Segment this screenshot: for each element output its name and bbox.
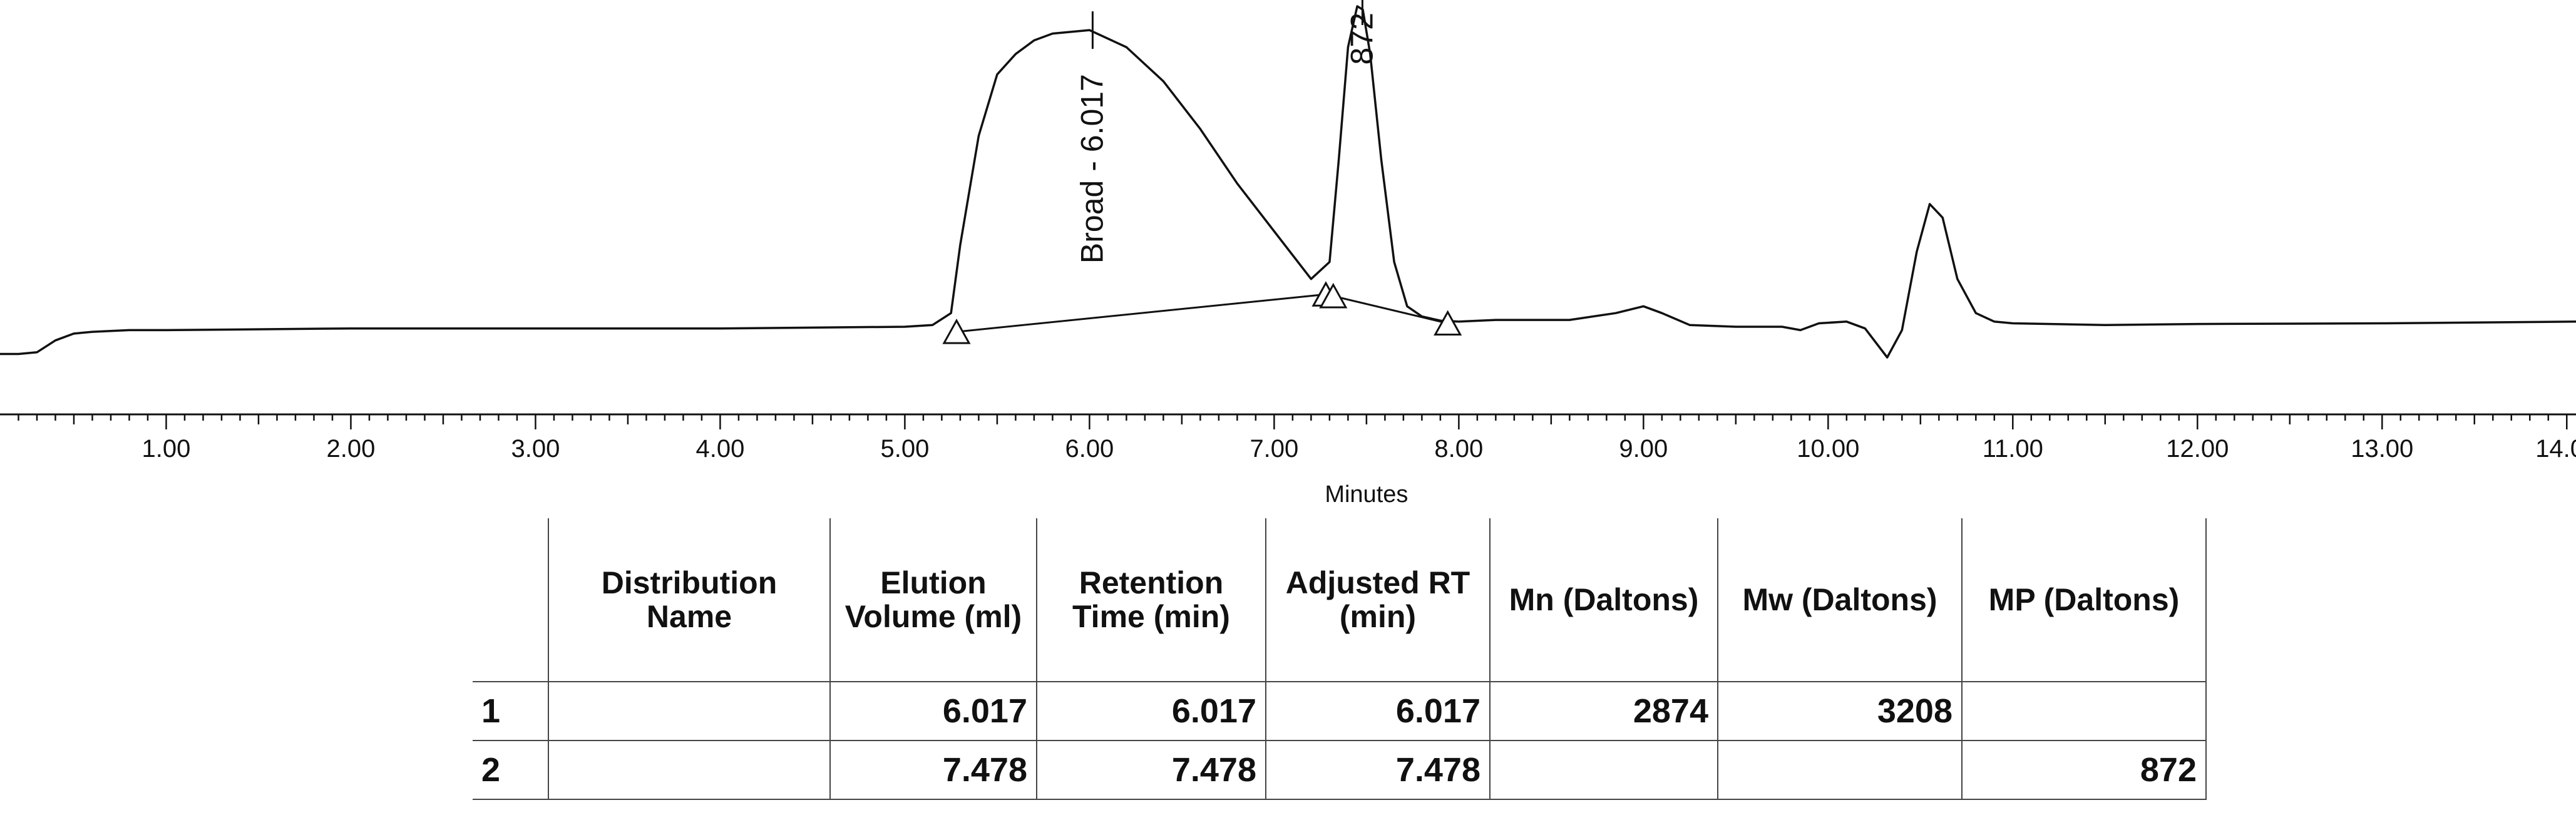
table-row: 2 7.478 7.478 7.478 872 — [473, 740, 2207, 800]
chromatogram-chart: Broad - 6.017 872 1.00 2.00 3.00 4.00 5.00 6.0… — [0, 0, 2576, 508]
table-cell — [1961, 681, 2207, 741]
table-cell: 3208 — [1717, 681, 1963, 741]
column-header: MP (Daltons) — [1961, 518, 2207, 682]
table-cell: 6.017 — [829, 681, 1037, 741]
x-tick-label: 9.00 — [1619, 435, 1668, 463]
table-cell: 2874 — [1489, 681, 1718, 741]
x-tick-label: 4.00 — [696, 435, 745, 463]
column-header — [473, 518, 549, 682]
x-axis-tick-labels: 1.00 2.00 3.00 4.00 5.00 6.00 7.00 8.00 9.00 10.0… — [142, 435, 2576, 463]
integration-baseline — [1333, 295, 1449, 324]
x-tick-label: 12.00 — [2166, 435, 2229, 463]
x-tick-label: 7.00 — [1250, 435, 1298, 463]
peak-label: Broad - 6.017 — [1074, 74, 1109, 264]
peak-boundary-marker — [1319, 282, 1348, 309]
x-tick-label: 10.00 — [1797, 435, 1859, 463]
table-body: 1 6.017 6.017 6.017 2874 3208 2 7.478 7.478 7.478… — [473, 681, 2207, 800]
x-tick-label: 11.00 — [1983, 435, 2043, 463]
table-cell — [1717, 740, 1963, 800]
x-tick-label: 3.00 — [511, 435, 560, 463]
column-header: Mw (Daltons) — [1717, 518, 1963, 682]
table-row: 1 6.017 6.017 6.017 2874 3208 — [473, 681, 2207, 741]
table-cell — [548, 681, 831, 741]
x-tick-label: 6.00 — [1065, 435, 1114, 463]
table-cell: 7.478 — [1265, 740, 1491, 800]
chromatogram-trace — [0, 5, 2576, 359]
column-header: Distribution Name — [548, 518, 831, 682]
peak-boundary-marker — [1434, 310, 1462, 336]
row-number-cell: 1 — [473, 681, 549, 741]
column-header: Retention Time (min) — [1036, 518, 1266, 682]
table-cell: 6.017 — [1036, 681, 1266, 741]
column-header: Elution Volume (ml) — [829, 518, 1037, 682]
column-header: Adjusted RT (min) — [1265, 518, 1491, 682]
x-axis-label: Minutes — [1325, 481, 1408, 508]
table-cell — [548, 740, 831, 800]
table-cell: 7.478 — [1036, 740, 1266, 800]
table-header-row: Distribution Name Elution Volume (ml) Rete… — [473, 518, 2207, 682]
table-cell: 6.017 — [1265, 681, 1491, 741]
integration-baseline — [956, 293, 1326, 333]
table-cell: 7.478 — [829, 740, 1037, 800]
plot-area: Broad - 6.017 872 — [0, 0, 2576, 359]
x-tick-label: 2.00 — [327, 435, 376, 463]
peak-boundary-marker — [942, 319, 971, 344]
x-tick-label: 5.00 — [880, 435, 929, 463]
table-cell — [1489, 740, 1718, 800]
x-axis-ticks — [18, 414, 2568, 429]
column-header: Mn (Daltons) — [1489, 518, 1718, 682]
x-tick-label: 14.00 — [2535, 435, 2576, 463]
x-tick-label: 13.00 — [2351, 435, 2413, 463]
results-table: Distribution Name Elution Volume (ml) Rete… — [473, 518, 2207, 800]
table-cell: 872 — [1961, 740, 2207, 800]
x-tick-label: 8.00 — [1434, 435, 1483, 463]
x-tick-label: 1.00 — [142, 435, 191, 463]
row-number-cell: 2 — [473, 740, 549, 800]
peak-label: 872 — [1344, 13, 1379, 64]
